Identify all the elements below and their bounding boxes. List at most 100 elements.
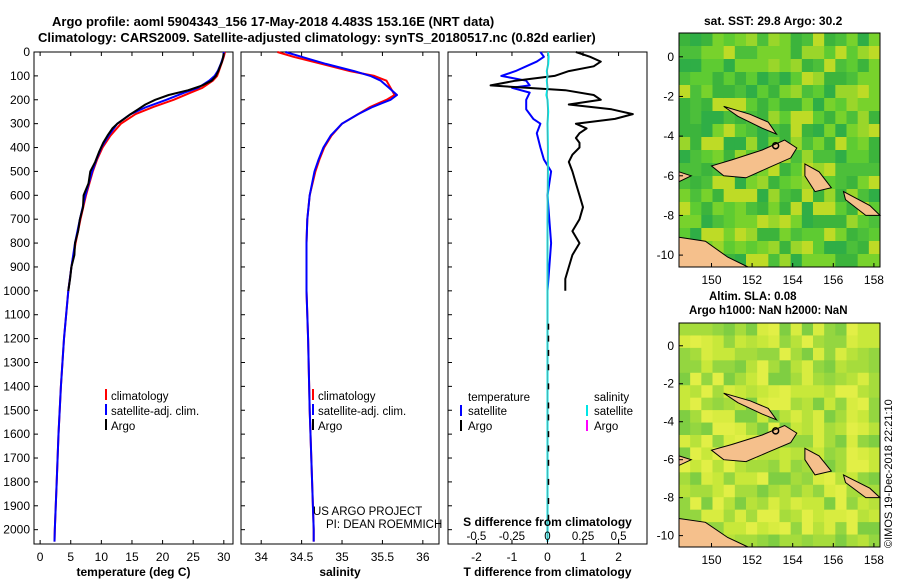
map-cell xyxy=(768,335,780,349)
map-cell xyxy=(734,335,747,349)
map-cell xyxy=(757,410,769,424)
map-cell xyxy=(679,422,691,436)
map-cell xyxy=(801,472,814,486)
map-cell xyxy=(857,137,870,151)
map-cell xyxy=(857,254,870,268)
ytick-label-1300: 1300 xyxy=(3,355,30,369)
map-cell xyxy=(835,522,847,536)
map-cell xyxy=(779,72,792,86)
map-cell xyxy=(868,215,881,229)
map-cell xyxy=(813,189,825,203)
map-cell xyxy=(846,202,859,216)
ytick-label-300: 300 xyxy=(10,117,30,131)
map-cell xyxy=(734,228,747,242)
map-cell xyxy=(813,46,825,60)
map-cell xyxy=(734,189,747,203)
map-cell xyxy=(723,59,736,73)
xtick-label-temperature-15: 15 xyxy=(125,550,139,564)
map-cell xyxy=(813,137,825,151)
map-cell xyxy=(746,335,758,349)
map-cell xyxy=(768,33,780,47)
map-cell xyxy=(757,484,769,498)
map-cell xyxy=(768,163,780,177)
panel-frame-salinity xyxy=(240,51,440,545)
map-cell xyxy=(712,385,725,399)
map-cell xyxy=(868,497,881,511)
map-cell xyxy=(846,397,859,411)
map-cell xyxy=(757,72,769,86)
map-cell xyxy=(701,447,713,461)
map-cell xyxy=(835,422,847,436)
map-cell xyxy=(790,150,803,164)
map-cell xyxy=(768,360,780,374)
map-cell xyxy=(679,215,691,229)
map-cell xyxy=(779,534,792,548)
ytick-label-1700: 1700 xyxy=(3,451,30,465)
xtick-label-salinity-35.5: 35.5 xyxy=(371,550,395,564)
map-cell xyxy=(779,163,792,177)
map-cell xyxy=(723,522,736,536)
map-cell xyxy=(868,509,881,523)
map-cell xyxy=(723,435,736,448)
map-cell xyxy=(790,215,803,229)
land-mass-1 xyxy=(723,105,778,136)
map-cell xyxy=(801,509,814,523)
map-cell xyxy=(757,459,769,473)
map-cell xyxy=(757,46,769,60)
map-cell xyxy=(701,85,713,99)
map-ytick-label-sla_map--8: -8 xyxy=(663,491,674,505)
map-cell xyxy=(712,176,725,190)
map-cell xyxy=(690,435,702,448)
map-cell xyxy=(746,137,758,151)
map-cell xyxy=(757,323,769,336)
map-xtick-label-sla_map-158: 158 xyxy=(864,553,884,567)
map-cell xyxy=(679,323,691,336)
map-cell xyxy=(801,497,814,511)
map-cell xyxy=(734,347,747,361)
map-cell xyxy=(824,228,836,242)
map-cell xyxy=(813,360,825,374)
map-cell xyxy=(734,534,747,548)
map-cell xyxy=(846,447,859,461)
map-cell xyxy=(846,150,859,164)
legend-t-title: temperature xyxy=(468,392,530,404)
map-cell xyxy=(690,323,702,336)
map-cell xyxy=(757,472,769,486)
map-cell xyxy=(712,241,725,255)
map-cell xyxy=(824,150,836,164)
map-cell xyxy=(712,522,725,536)
map-cell xyxy=(835,459,847,473)
map-cell xyxy=(757,497,769,511)
map-sst_map xyxy=(678,32,882,268)
map-cell xyxy=(723,422,736,436)
legend-s-title: salinity xyxy=(594,392,629,404)
map-cell xyxy=(801,360,814,374)
map-cell xyxy=(768,534,780,548)
map-cell xyxy=(701,385,713,399)
map-cell xyxy=(679,46,691,60)
map-cell xyxy=(734,484,747,498)
map-cell xyxy=(790,202,803,216)
map-cell xyxy=(801,98,814,112)
map-cell xyxy=(746,33,758,47)
map-cell xyxy=(790,163,803,177)
map-cell xyxy=(679,410,691,424)
map-cell xyxy=(701,323,713,336)
map-cell xyxy=(813,435,825,448)
map-cell xyxy=(846,360,859,374)
map-cell xyxy=(846,509,859,523)
map-cell xyxy=(857,422,870,436)
map-cell xyxy=(857,228,870,242)
ytick-label-1600: 1600 xyxy=(3,427,30,441)
map-cell xyxy=(734,323,747,336)
xtick-label-salinity-36: 36 xyxy=(416,550,430,564)
map-cell xyxy=(824,124,836,138)
map-cell xyxy=(824,46,836,60)
xtick-label-salinity-34.5: 34.5 xyxy=(290,550,314,564)
map-cell xyxy=(824,335,836,349)
map-cell xyxy=(801,241,814,255)
map-cell xyxy=(835,447,847,461)
map-cell xyxy=(734,202,747,216)
map-cell xyxy=(790,522,803,536)
map-cell xyxy=(701,176,713,190)
